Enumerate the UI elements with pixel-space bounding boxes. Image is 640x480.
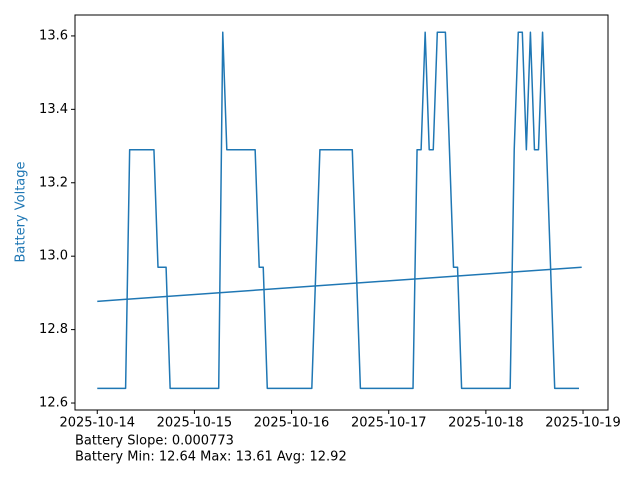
x-tick-label: 2025-10-19 — [545, 416, 621, 431]
x-tick-label: 2025-10-16 — [254, 416, 330, 431]
annotation: Battery Slope: 0.000773 — [75, 434, 234, 449]
series-line — [97, 31, 579, 390]
x-tick-label: 2025-10-14 — [59, 416, 135, 431]
annotation: Battery Min: 12.64 Max: 13.61 Avg: 12.92 — [75, 450, 347, 465]
y-tick-label: 13.4 — [39, 102, 68, 117]
y-tick-label: 12.8 — [39, 322, 68, 337]
y-tick-label: 13.6 — [39, 28, 68, 43]
plot-frame — [74, 14, 609, 411]
x-tick-label: 2025-10-15 — [157, 416, 233, 431]
y-tick-label: 13.0 — [39, 249, 68, 264]
y-tick-label: 13.2 — [39, 175, 68, 190]
series-line — [97, 266, 582, 303]
x-tick-label: 2025-10-17 — [351, 416, 427, 431]
y-axis-label: Battery Voltage — [14, 161, 29, 262]
x-tick-label: 2025-10-18 — [448, 416, 524, 431]
y-tick-label: 12.6 — [39, 396, 68, 411]
